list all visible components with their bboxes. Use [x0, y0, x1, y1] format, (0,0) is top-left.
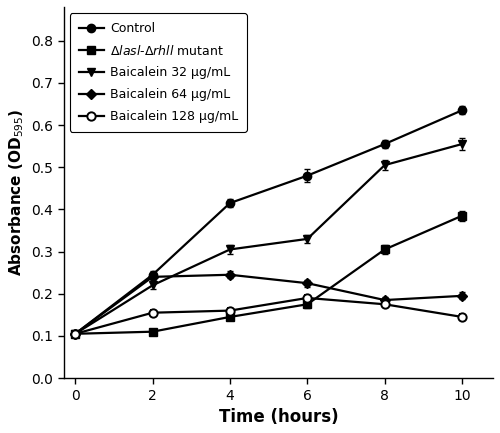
Legend: Control, Δ$\it{lasl}$-Δ$\it{rhll}$ mutant, Baicalein 32 μg/mL, Baicalein 64 μg/m: Control, Δ$\it{lasl}$-Δ$\it{rhll}$ mutan… [70, 13, 247, 132]
Y-axis label: Absorbance (OD$_{595}$): Absorbance (OD$_{595}$) [7, 109, 26, 276]
X-axis label: Time (hours): Time (hours) [218, 408, 338, 426]
